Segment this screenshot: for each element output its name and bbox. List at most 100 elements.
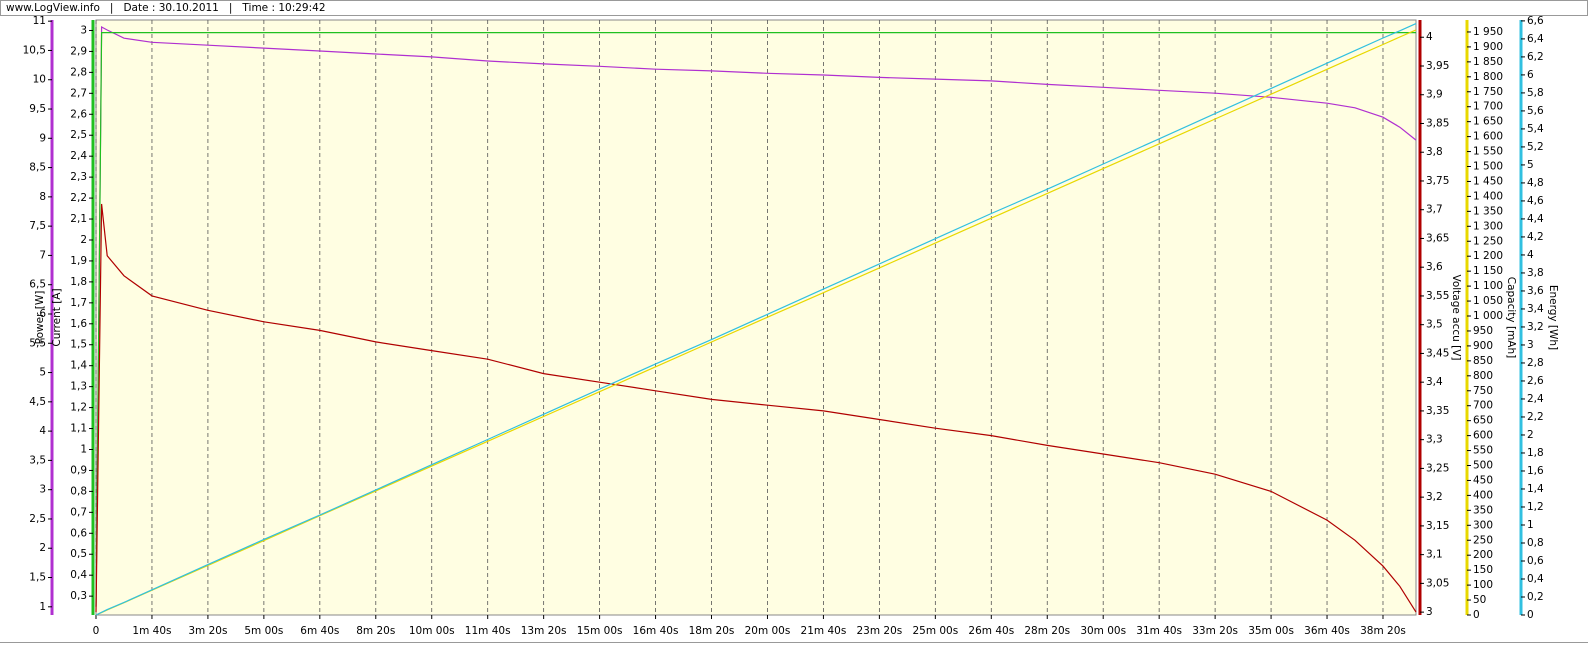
y-tick-label: 5,5 xyxy=(29,337,46,349)
y-tick-label: 3,45 xyxy=(1426,347,1449,359)
x-tick-label: 21m 40s xyxy=(801,625,847,637)
x-tick-label: 28m 20s xyxy=(1024,625,1070,637)
x-tick-label: 3m 20s xyxy=(188,625,227,637)
y-tick-label: 5,4 xyxy=(1527,123,1544,135)
y-tick-label: 1 600 xyxy=(1473,131,1503,143)
y-tick-label: 300 xyxy=(1473,519,1493,531)
y-tick-label: 400 xyxy=(1473,489,1493,501)
y-tick-label: 3,2 xyxy=(1426,491,1443,503)
series-line xyxy=(95,32,1416,607)
x-tick-label: 0 xyxy=(93,625,100,637)
chart-title: www.LogView.info | Date : 30.10.2011 | T… xyxy=(6,2,326,14)
y-tick-label: 2,8 xyxy=(1527,357,1544,369)
y-tick-label: 1 700 xyxy=(1473,101,1503,113)
y-tick-label: 1,1 xyxy=(70,423,87,435)
y-tick-label: 4 xyxy=(1426,31,1433,43)
y-tick-label: 4,6 xyxy=(1527,195,1544,207)
y-tick-label: 3,4 xyxy=(1527,303,1544,315)
y-tick-label: 5,2 xyxy=(1527,141,1544,153)
y-tick-label: 1,8 xyxy=(1527,447,1544,459)
x-tick-label: 1m 40s xyxy=(132,625,171,637)
x-tick-label: 15m 00s xyxy=(577,625,623,637)
y-tick-label: 1 950 xyxy=(1473,26,1503,38)
y-tick-label: 1 150 xyxy=(1473,265,1503,277)
y-tick-label: 2,2 xyxy=(70,192,87,204)
y-tick-label: 3,75 xyxy=(1426,175,1449,187)
y-tick-label: 2,5 xyxy=(70,129,87,141)
y-tick-label: 3,35 xyxy=(1426,405,1449,417)
y-tick-label: 1,6 xyxy=(1527,465,1544,477)
y-tick-label: 6,5 xyxy=(29,279,46,291)
y-tick-label: 0,9 xyxy=(70,464,87,476)
y-tick-label: 3 xyxy=(39,484,46,496)
y-tick-label: 2,6 xyxy=(1527,375,1544,387)
series-line xyxy=(95,203,1417,613)
y-tick-label: 1,3 xyxy=(70,381,87,393)
y-tick-label: 3,4 xyxy=(1426,376,1443,388)
x-tick-label: 16m 40s xyxy=(633,625,679,637)
y-tick-label: 3,25 xyxy=(1426,462,1449,474)
y-tick-label: 1 xyxy=(1527,519,1534,531)
y-tick-label: 0 xyxy=(1527,609,1534,621)
x-tick-label: 13m 20s xyxy=(521,625,567,637)
y-tick-label: 1,7 xyxy=(70,297,87,309)
y-tick-label: 0,8 xyxy=(70,485,87,497)
y-tick-label: 5,8 xyxy=(1527,87,1544,99)
y-tick-label: 6,4 xyxy=(1527,33,1544,45)
y-tick-label: 1 750 xyxy=(1473,86,1503,98)
y-tick-label: 1,6 xyxy=(70,318,87,330)
y-tick-label: 9,5 xyxy=(29,103,46,115)
y-tick-label: 11 xyxy=(33,15,46,27)
y-tick-label: 1 400 xyxy=(1473,190,1503,202)
y-tick-label: 1 250 xyxy=(1473,235,1503,247)
y-tick-label: 3,85 xyxy=(1426,117,1449,129)
y-tick-label: 650 xyxy=(1473,415,1493,427)
y-tick-label: 3 xyxy=(1527,339,1534,351)
y-tick-label: 6,6 xyxy=(1527,15,1544,27)
y-tick-label: 10 xyxy=(33,74,46,86)
y-tick-label: 2 xyxy=(80,234,87,246)
y-tick-label: 2 xyxy=(39,542,46,554)
y-tick-label: 1,4 xyxy=(1527,483,1544,495)
y-tick-label: 950 xyxy=(1473,325,1493,337)
y-tick-label: 1 300 xyxy=(1473,220,1503,232)
y-axis-title: Capacity [mAh] xyxy=(1505,277,1517,358)
y-tick-label: 9 xyxy=(39,132,46,144)
y-tick-label: 1 650 xyxy=(1473,116,1503,128)
y-tick-label: 1 550 xyxy=(1473,146,1503,158)
y-tick-label: 10,5 xyxy=(23,44,46,56)
x-tick-label: 25m 00s xyxy=(912,625,958,637)
y-tick-label: 0,7 xyxy=(70,506,87,518)
y-tick-label: 1 200 xyxy=(1473,250,1503,262)
y-tick-label: 1 xyxy=(80,443,87,455)
y-tick-label: 600 xyxy=(1473,430,1493,442)
y-tick-label: 350 xyxy=(1473,504,1493,516)
y-tick-label: 1 450 xyxy=(1473,175,1503,187)
y-tick-label: 1 050 xyxy=(1473,295,1503,307)
y-tick-label: 1,8 xyxy=(70,276,87,288)
y-tick-label: 800 xyxy=(1473,370,1493,382)
x-tick-label: 38m 20s xyxy=(1360,625,1406,637)
y-tick-label: 0,3 xyxy=(70,590,87,602)
y-tick-label: 750 xyxy=(1473,385,1493,397)
y-tick-label: 4,2 xyxy=(1527,231,1544,243)
y-tick-label: 2,6 xyxy=(70,108,87,120)
y-tick-label: 1,4 xyxy=(70,360,87,372)
x-tick-label: 20m 00s xyxy=(745,625,791,637)
y-tick-label: 0,6 xyxy=(1527,555,1544,567)
y-tick-label: 1 100 xyxy=(1473,280,1503,292)
x-tick-label: 33m 20s xyxy=(1192,625,1238,637)
y-tick-label: 3,2 xyxy=(1527,321,1544,333)
y-tick-label: 2,5 xyxy=(29,513,46,525)
y-tick-label: 2,1 xyxy=(70,213,87,225)
y-tick-label: 3 xyxy=(1426,606,1433,618)
y-tick-label: 6,2 xyxy=(1527,51,1544,63)
y-tick-label: 3,1 xyxy=(1426,549,1443,561)
y-tick-label: 1,5 xyxy=(70,339,87,351)
y-tick-label: 3,5 xyxy=(29,454,46,466)
y-axis-title: Energy [Wh] xyxy=(1547,285,1559,350)
x-tick-label: 36m 40s xyxy=(1304,625,1350,637)
x-tick-label: 35m 00s xyxy=(1248,625,1294,637)
